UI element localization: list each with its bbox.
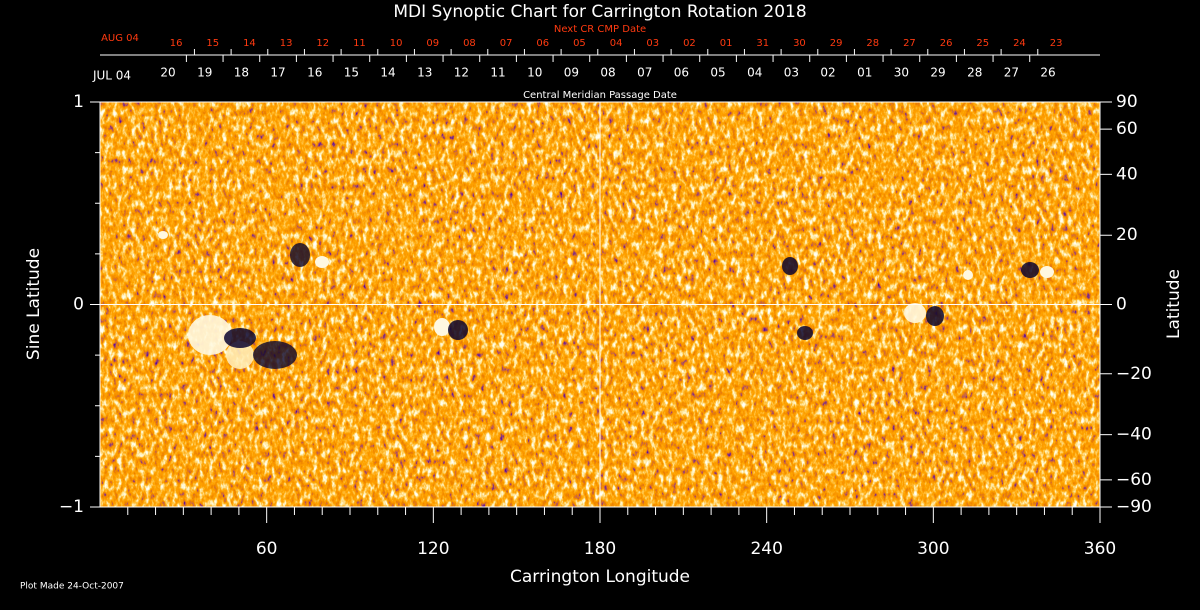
y2-tick-label: 60 [1116, 119, 1138, 139]
date-label: 19 [197, 66, 212, 80]
y2-tick-label: −90 [1116, 497, 1152, 517]
x-tick-label: 300 [917, 539, 949, 559]
date-axis-title: Next CR CMP Date [554, 24, 646, 35]
date-label: 26 [940, 38, 953, 49]
date-label: 11 [490, 66, 505, 80]
date-label: 03 [646, 38, 659, 49]
date-label: 26 [1040, 66, 1055, 80]
date-label: 12 [454, 66, 469, 80]
y2-tick-label: 0 [1116, 295, 1127, 315]
date-label: 13 [417, 66, 432, 80]
date-label: 29 [930, 66, 945, 80]
y2-tick-label: 20 [1116, 225, 1138, 245]
date-label: 16 [307, 66, 322, 80]
date-label: 02 [820, 66, 835, 80]
chart-title: MDI Synoptic Chart for Carrington Rotati… [393, 2, 806, 22]
x-tick-label: 180 [584, 539, 616, 559]
date-label: 05 [573, 38, 586, 49]
date-label: 17 [270, 66, 285, 80]
date-label: 15 [206, 38, 219, 49]
date-label: 24 [1013, 38, 1026, 49]
footer: Plot Made 24-Oct-2007 [20, 582, 124, 592]
y-tick-label: 1 [73, 92, 84, 112]
date-label: 11 [353, 38, 366, 49]
date-label: 03 [784, 66, 799, 80]
y2-tick-label: 40 [1116, 164, 1138, 184]
date-label: 13 [280, 38, 293, 49]
date-label: 25 [976, 38, 989, 49]
x-tick-label: 360 [1084, 539, 1116, 559]
date-label: 05 [710, 66, 725, 80]
date-label: 16 [170, 38, 183, 49]
date-label: 23 [1050, 38, 1063, 49]
date-label: 27 [903, 38, 916, 49]
date-axis-start: AUG 04 [101, 33, 139, 44]
date-label: 18 [234, 66, 249, 80]
date-label: 09 [564, 66, 579, 80]
date-label: 15 [344, 66, 359, 80]
date-label: 02 [683, 38, 696, 49]
y2-tick-label: −60 [1116, 470, 1152, 490]
date-axis-title: Central Meridian Passage Date [523, 90, 677, 101]
date-label: 28 [866, 38, 879, 49]
date-label: 30 [793, 38, 806, 49]
y-axis-label: Sine Latitude [24, 248, 44, 360]
date-label: 28 [967, 66, 982, 80]
y-tick-label: 0 [73, 295, 84, 315]
y2-tick-label: −20 [1116, 364, 1152, 384]
date-axis-start: JUL 04 [92, 69, 131, 83]
date-label: 30 [894, 66, 909, 80]
date-label: 29 [830, 38, 843, 49]
date-label: 07 [500, 38, 513, 49]
y2-tick-label: −40 [1116, 425, 1152, 445]
date-label: 14 [243, 38, 256, 49]
date-label: 09 [426, 38, 439, 49]
date-label: 04 [610, 38, 623, 49]
date-label: 06 [536, 38, 549, 49]
date-label: 31 [756, 38, 769, 49]
x-axis-label: Carrington Longitude [510, 567, 690, 587]
y2-tick-label: 90 [1116, 92, 1138, 112]
date-label: 08 [463, 38, 476, 49]
y2-axis-label: Latitude [1164, 269, 1184, 339]
date-label: 10 [527, 66, 542, 80]
date-label: 14 [380, 66, 395, 80]
active-regions [158, 231, 1054, 369]
date-label: 01 [720, 38, 733, 49]
date-label: 10 [390, 38, 403, 49]
x-tick-label: 120 [417, 539, 449, 559]
date-label: 08 [600, 66, 615, 80]
date-label: 20 [160, 66, 175, 80]
date-label: 06 [674, 66, 689, 80]
y-tick-label: −1 [59, 497, 84, 517]
date-label: 01 [857, 66, 872, 80]
date-label: 07 [637, 66, 652, 80]
x-tick-label: 240 [750, 539, 782, 559]
x-tick-label: 60 [256, 539, 278, 559]
date-label: 27 [1004, 66, 1019, 80]
date-label: 12 [316, 38, 329, 49]
date-label: 04 [747, 66, 762, 80]
